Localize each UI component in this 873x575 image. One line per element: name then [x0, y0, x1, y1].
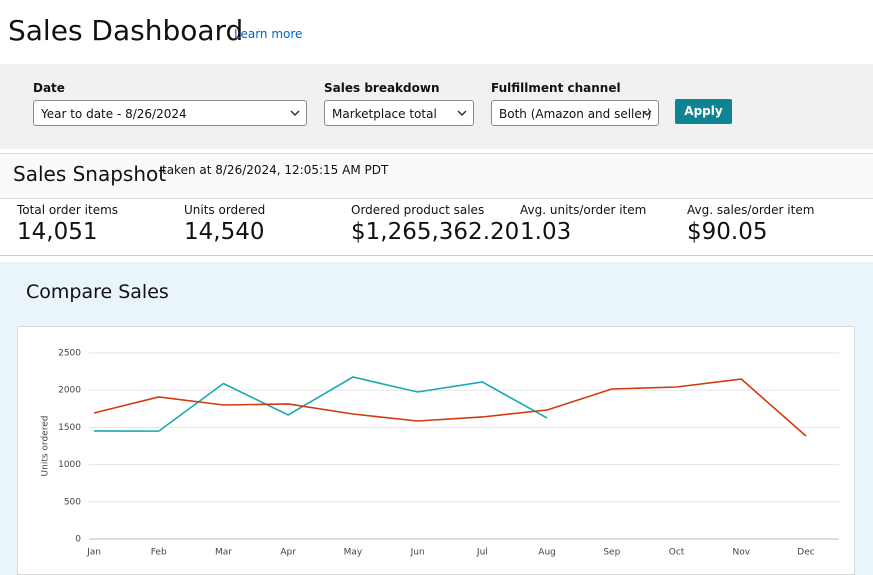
metric-value: $1,265,362.20: [351, 219, 520, 245]
x-tick-label: Jul: [476, 548, 488, 558]
page-title: Sales Dashboard: [8, 14, 244, 47]
channel-select[interactable]: Both (Amazon and seller): [491, 100, 659, 126]
breakdown-select[interactable]: Marketplace total: [324, 100, 474, 126]
snapshot-title: Sales Snapshot: [13, 162, 167, 186]
select-value: Year to date - 8/26/2024: [41, 107, 187, 121]
date-select[interactable]: Year to date - 8/26/2024: [33, 100, 307, 126]
filter-label: Fulfillment channel: [491, 81, 621, 95]
learn-more-link[interactable]: Learn more: [234, 27, 303, 41]
chevron: [457, 110, 467, 117]
y-tick-label: 2500: [58, 349, 81, 359]
select-value: Both (Amazon and seller): [499, 107, 652, 121]
apply-button[interactable]: Apply: [675, 99, 732, 124]
chart: 0 500 1000 1500 2000 2500 Jan Feb Mar Apr May Jun Ju…: [41, 349, 839, 558]
metric-value: 14,540: [184, 219, 265, 245]
chevron: [642, 110, 652, 117]
select-value: Marketplace total: [332, 107, 437, 121]
y-tick-label: 1000: [58, 460, 81, 470]
metric-label: Ordered product sales: [351, 203, 485, 217]
x-tick-label: Dec: [797, 548, 814, 558]
x-tick-label: Mar: [215, 548, 232, 558]
x-tick-label: Feb: [151, 548, 167, 558]
snapshot-timestamp: taken at 8/26/2024, 12:05:15 AM PDT: [162, 163, 389, 177]
y-tick-label: 2000: [58, 386, 81, 396]
metric-value: $90.05: [687, 219, 768, 245]
filter-label: Date: [33, 81, 65, 95]
chart-card: 0 500 1000 1500 2000 2500 Jan Feb Mar Apr May Jun Ju…: [17, 326, 855, 575]
x-tick-label: Apr: [280, 548, 296, 558]
metric-value: 14,051: [17, 219, 98, 245]
x-tick-label: Aug: [538, 548, 556, 558]
series-line: [93, 376, 548, 432]
x-tick-label: May: [344, 548, 363, 558]
chevron: [290, 110, 300, 117]
metric-value: 1.03: [520, 219, 572, 245]
series-line: [93, 378, 807, 437]
y-tick-label: 0: [75, 535, 81, 545]
metric-label: Avg. sales/order item: [687, 203, 815, 217]
metrics-row: [0, 197, 873, 256]
metric-label: Avg. units/order item: [520, 203, 647, 217]
compare-title: Compare Sales: [26, 281, 169, 303]
x-tick-label: Jan: [86, 548, 101, 558]
x-tick-label: Sep: [603, 548, 620, 558]
y-axis-title: Units ordered: [41, 416, 51, 477]
metric-label: Units ordered: [184, 203, 266, 217]
snapshot-header: [0, 153, 873, 199]
y-tick-label: 1500: [58, 423, 81, 433]
filter-label: Sales breakdown: [324, 81, 440, 95]
metric-label: Total order items: [17, 203, 119, 217]
x-tick-label: Nov: [732, 548, 750, 558]
y-tick-label: 500: [64, 497, 81, 507]
x-tick-label: Jun: [410, 548, 425, 558]
x-tick-label: Oct: [669, 548, 685, 558]
